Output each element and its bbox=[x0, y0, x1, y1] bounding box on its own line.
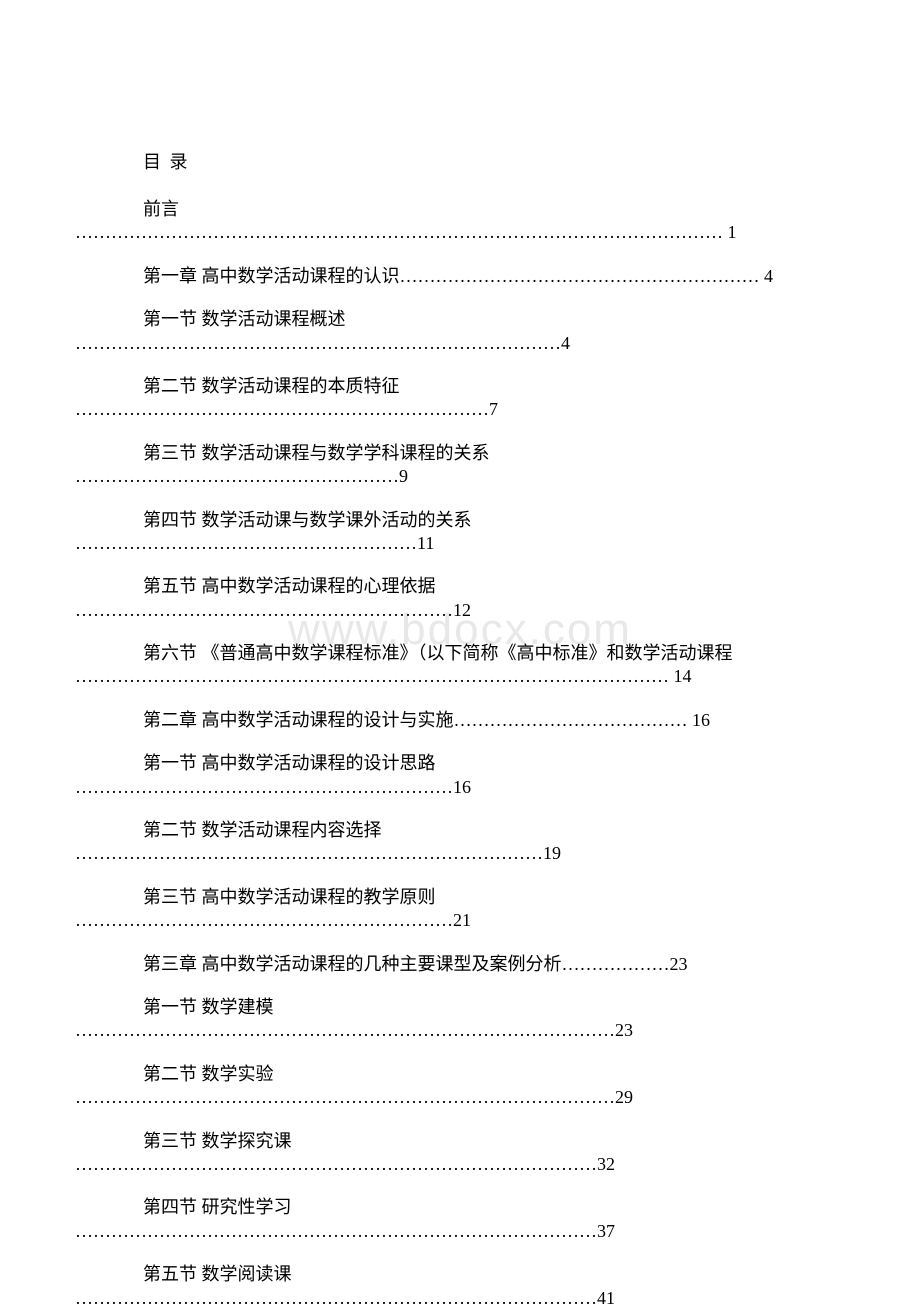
toc-page: 32 bbox=[597, 1154, 615, 1174]
toc-page: 4 bbox=[760, 266, 774, 286]
toc-page: 16 bbox=[453, 777, 471, 797]
toc-label: 第一节 数学活动课程概述 bbox=[75, 308, 845, 331]
toc-page: 11 bbox=[417, 533, 434, 553]
toc-page: 29 bbox=[615, 1087, 633, 1107]
toc-entry: 第一章 高中数学活动课程的认识…………………………………………………… 4 bbox=[75, 265, 845, 288]
toc-entry: 第三章 高中数学活动课程的几种主要课型及案例分析………………23 bbox=[75, 953, 845, 976]
toc-title: 目 录 bbox=[75, 148, 845, 174]
toc-page: 7 bbox=[489, 399, 498, 419]
toc-page: 4 bbox=[561, 333, 570, 353]
toc-dots: ………………………………………………9 bbox=[75, 465, 845, 488]
toc-page: 16 bbox=[688, 710, 711, 730]
toc-dots: ……………………………………………………………………………32 bbox=[75, 1153, 845, 1176]
toc-page: 37 bbox=[597, 1221, 615, 1241]
toc-entry: 第二章 高中数学活动课程的设计与实施………………………………… 16 bbox=[75, 709, 845, 732]
toc-dots: ……………………………………………………………………………………… 14 bbox=[75, 665, 845, 688]
toc-page: 19 bbox=[543, 843, 561, 863]
toc-label: 第五节 高中数学活动课程的心理依据 bbox=[75, 575, 845, 598]
toc-page: 9 bbox=[399, 466, 408, 486]
toc-dots: …………………………………………………11 bbox=[75, 532, 845, 555]
toc-entry: 第四节 研究性学习 ……………………………………………………………………………3… bbox=[75, 1196, 845, 1243]
toc-label: 第一节 数学建模 bbox=[75, 996, 845, 1019]
toc-dots: ……………………………………………………………………19 bbox=[75, 842, 845, 865]
toc-label: 第二节 数学活动课程内容选择 bbox=[75, 819, 845, 842]
toc-label: 第三节 数学活动课程与数学学科课程的关系 bbox=[75, 442, 845, 465]
toc-entry: 前言 ……………………………………………………………………………………………… … bbox=[75, 198, 845, 245]
toc-label: 第一节 高中数学活动课程的设计思路 bbox=[75, 752, 845, 775]
toc-entry: 第一节 数学建模 ………………………………………………………………………………2… bbox=[75, 996, 845, 1043]
toc-dots: …………………………………………………… bbox=[400, 266, 760, 286]
toc-dots: ………………………………………………………………………4 bbox=[75, 332, 845, 355]
toc-page: 41 bbox=[597, 1288, 615, 1308]
toc-page: 21 bbox=[453, 910, 471, 930]
toc-page: 12 bbox=[453, 600, 471, 620]
toc-page: 23 bbox=[615, 1020, 633, 1040]
toc-dots: ………………………………… bbox=[454, 710, 688, 730]
toc-entry: 第二节 数学活动课程内容选择 …………………………………………………………………… bbox=[75, 819, 845, 866]
toc-label: 第四节 数学活动课与数学课外活动的关系 bbox=[75, 509, 845, 532]
toc-entry: 第四节 数学活动课与数学课外活动的关系 …………………………………………………1… bbox=[75, 509, 845, 556]
toc-entry: 第一节 高中数学活动课程的设计思路 ………………………………………………………1… bbox=[75, 752, 845, 799]
toc-label: 第三章 高中数学活动课程的几种主要课型及案例分析 bbox=[143, 954, 562, 974]
toc-dots: ……………………………………………………………7 bbox=[75, 398, 845, 421]
toc-entry: 第三节 数学探究课 ……………………………………………………………………………3… bbox=[75, 1130, 845, 1177]
toc-container: 目 录 前言 ………………………………………………………………………………………… bbox=[0, 0, 920, 1310]
toc-dots: ………………………………………………………………………………23 bbox=[75, 1019, 845, 1042]
toc-dots: ………………………………………………………………………………29 bbox=[75, 1086, 845, 1109]
toc-label: 前言 bbox=[75, 198, 845, 221]
toc-entry: 第二节 数学实验 ………………………………………………………………………………2… bbox=[75, 1063, 845, 1110]
toc-label: 第二节 数学活动课程的本质特征 bbox=[75, 375, 845, 398]
toc-label: 第六节 《普通高中数学课程标准》（以下简称《高中标准》和数学活动课程 bbox=[75, 642, 845, 665]
toc-entry: 第二节 数学活动课程的本质特征 ……………………………………………………………7 bbox=[75, 375, 845, 422]
toc-dots: ……………… bbox=[562, 954, 670, 974]
toc-entry: 第一节 数学活动课程概述 ………………………………………………………………………… bbox=[75, 308, 845, 355]
toc-page: 14 bbox=[669, 666, 692, 686]
toc-dots: ………………………………………………………16 bbox=[75, 776, 845, 799]
toc-dots: ………………………………………………………21 bbox=[75, 909, 845, 932]
toc-page: 23 bbox=[670, 954, 688, 974]
toc-dots: ………………………………………………………12 bbox=[75, 599, 845, 622]
toc-dots: ……………………………………………………………………………37 bbox=[75, 1220, 845, 1243]
toc-label: 第三节 数学探究课 bbox=[75, 1130, 845, 1153]
toc-label: 第三节 高中数学活动课程的教学原则 bbox=[75, 886, 845, 909]
toc-entry: 第三节 高中数学活动课程的教学原则 ………………………………………………………2… bbox=[75, 886, 845, 933]
toc-label: 第一章 高中数学活动课程的认识 bbox=[143, 266, 400, 286]
toc-label: 第二节 数学实验 bbox=[75, 1063, 845, 1086]
toc-dots: ……………………………………………………………………………41 bbox=[75, 1287, 845, 1310]
toc-entry: 第五节 高中数学活动课程的心理依据 ………………………………………………………1… bbox=[75, 575, 845, 622]
toc-dots: ……………………………………………………………………………………………… 1 bbox=[75, 221, 845, 244]
toc-label: 第二章 高中数学活动课程的设计与实施 bbox=[143, 710, 454, 730]
toc-entry: 第三节 数学活动课程与数学学科课程的关系 ………………………………………………9 bbox=[75, 442, 845, 489]
toc-entry: 第六节 《普通高中数学课程标准》（以下简称《高中标准》和数学活动课程 ……………… bbox=[75, 642, 845, 689]
toc-label: 第四节 研究性学习 bbox=[75, 1196, 845, 1219]
toc-label: 第五节 数学阅读课 bbox=[75, 1263, 845, 1286]
toc-page: 1 bbox=[723, 222, 737, 242]
toc-entry: 第五节 数学阅读课 ……………………………………………………………………………4… bbox=[75, 1263, 845, 1310]
